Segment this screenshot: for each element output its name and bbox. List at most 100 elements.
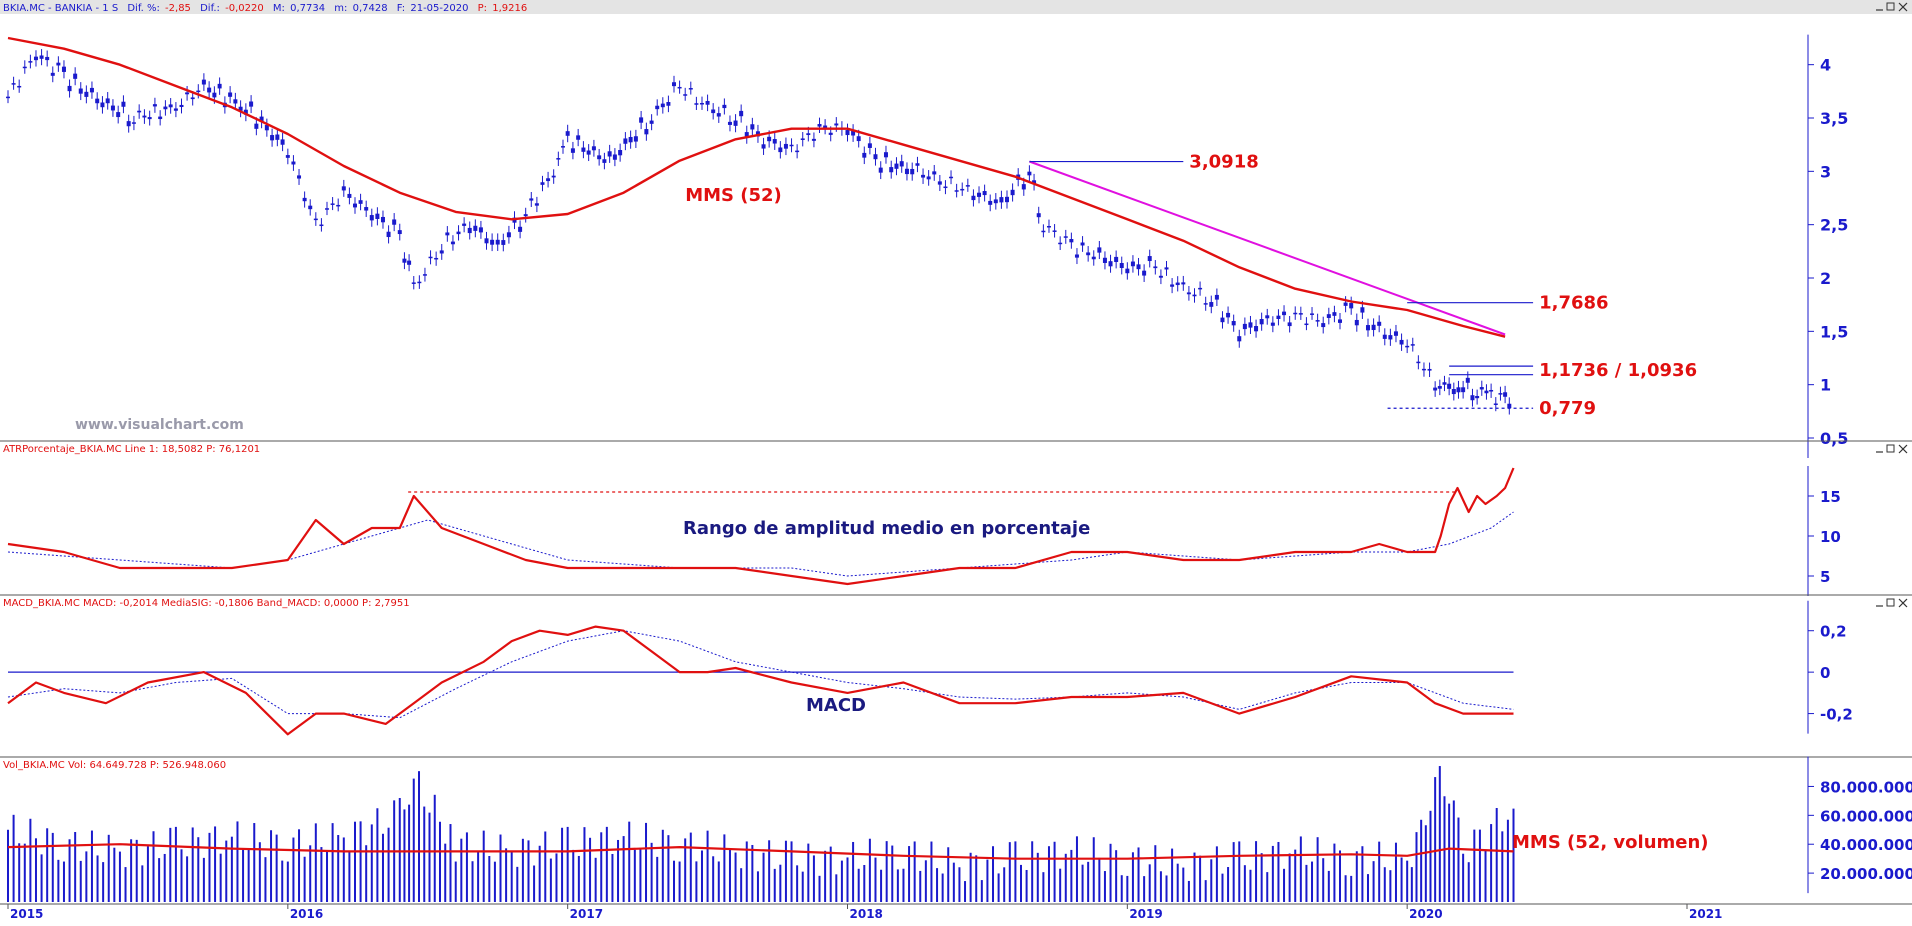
candle-body — [727, 121, 732, 125]
volume-bar — [1215, 846, 1218, 902]
candle-body — [308, 205, 313, 210]
volume-bar — [1339, 850, 1342, 902]
volume-bar — [745, 841, 748, 902]
volume-bar — [124, 867, 127, 902]
candle-body — [878, 167, 883, 173]
candle-body — [750, 124, 755, 130]
candle-body — [126, 121, 131, 127]
restore-icon[interactable] — [1886, 2, 1895, 11]
candle-body — [56, 62, 61, 66]
candle-body — [478, 227, 483, 233]
candle-body — [336, 204, 341, 207]
volume-bar — [1438, 766, 1441, 902]
candle-body — [212, 92, 217, 98]
candle-body — [597, 155, 602, 160]
candle-body — [795, 150, 800, 153]
volume-bar — [1400, 857, 1403, 902]
volume-bar — [1210, 859, 1213, 902]
candle-body — [1186, 292, 1191, 295]
candle-body — [1164, 267, 1169, 270]
candle-body — [733, 120, 738, 126]
candle-body — [921, 174, 926, 178]
axis-tick-label: 15 — [1820, 488, 1841, 506]
candle-body — [894, 163, 899, 169]
candle-body — [84, 91, 89, 97]
atr-header: ATRPorcentaje_BKIA.MC Line 1: 18,5082 P:… — [3, 444, 260, 455]
candle-body — [1503, 392, 1508, 397]
restore-icon[interactable] — [1886, 598, 1895, 607]
candle-body — [1354, 319, 1359, 326]
candle-body — [1153, 266, 1158, 269]
volume-bar — [1131, 852, 1134, 902]
volume-bar — [1243, 865, 1246, 902]
candle-body — [1058, 242, 1063, 245]
volume-bar — [381, 833, 384, 902]
volume-bar — [1182, 867, 1185, 902]
volume-bar — [1424, 825, 1427, 902]
candle-body — [1181, 282, 1186, 285]
volume-bar — [1036, 852, 1039, 902]
volume-bar — [34, 838, 37, 902]
candle-body — [33, 56, 38, 61]
candle-body — [823, 125, 828, 128]
trendline — [1029, 160, 1506, 336]
candle-body — [1349, 303, 1354, 309]
volume-bar — [141, 865, 144, 902]
price-candles — [6, 49, 1512, 415]
volume-bar — [79, 860, 82, 902]
volume-bar — [835, 874, 838, 902]
volume-bar — [225, 840, 228, 902]
volume-bar — [885, 841, 888, 902]
close-icon[interactable] — [1898, 598, 1908, 608]
candle-body — [243, 109, 248, 115]
candle-body — [1032, 180, 1037, 185]
volume-bar — [1322, 858, 1325, 902]
candle-body — [570, 148, 575, 153]
candle-body — [623, 138, 628, 144]
candle-body — [982, 191, 987, 196]
volume-bar — [561, 827, 564, 902]
candle-body — [264, 125, 269, 131]
candle-body — [1484, 390, 1489, 394]
volume-bar — [784, 840, 787, 902]
volume-bar — [667, 835, 670, 902]
volume-bar — [762, 852, 765, 902]
volume-bar — [952, 862, 955, 902]
candle-body — [561, 146, 566, 148]
volume-bar — [465, 832, 468, 902]
volume-bar — [1448, 803, 1451, 902]
close-icon[interactable] — [1898, 2, 1908, 12]
candle-body — [402, 258, 407, 263]
candle-body — [988, 200, 993, 205]
price-header-dif-label: Dif.: — [200, 3, 220, 14]
candle-body — [910, 168, 915, 175]
restore-icon[interactable] — [1886, 444, 1895, 453]
volume-bar — [1344, 875, 1347, 902]
volume-bar — [253, 823, 256, 902]
volume-bar — [152, 831, 155, 902]
candle-body — [1388, 335, 1393, 340]
candle-body — [772, 139, 777, 144]
volume-bar — [1193, 852, 1196, 902]
volume-bar — [1266, 872, 1269, 902]
volume-bar — [1087, 861, 1090, 902]
candle-body — [943, 186, 948, 189]
volume-bar — [572, 849, 575, 902]
candle-body — [473, 225, 478, 231]
candle-body — [1097, 247, 1102, 253]
close-icon[interactable] — [1898, 444, 1908, 454]
candle-body — [683, 94, 688, 96]
volume-bar — [186, 856, 189, 902]
volume-bar — [986, 859, 989, 902]
price-header-symbol: BKIA.MC - BANKIA - 1 S — [3, 3, 118, 14]
volume-bar — [90, 830, 93, 902]
candle-body — [116, 112, 121, 118]
candle-body — [666, 102, 671, 106]
candle-body — [1170, 284, 1175, 287]
volume-bar — [924, 860, 927, 902]
candle-body — [633, 136, 638, 142]
volume-bar — [68, 839, 71, 902]
volume-bar — [1092, 837, 1095, 902]
candle-body — [1254, 326, 1259, 332]
